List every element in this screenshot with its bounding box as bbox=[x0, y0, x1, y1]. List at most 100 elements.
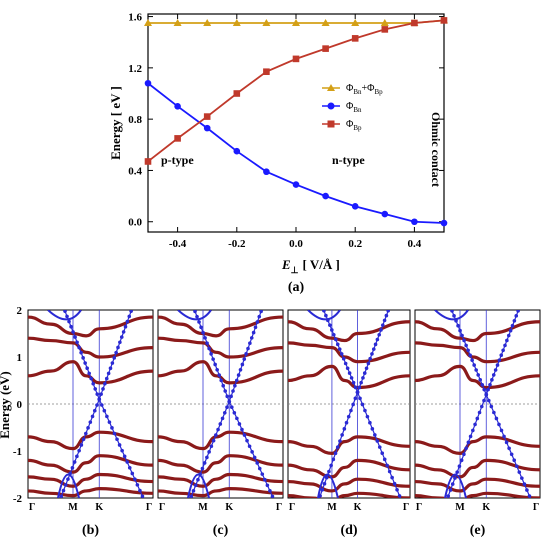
dirac-band-point bbox=[490, 378, 494, 382]
k-point-label: M bbox=[455, 502, 465, 513]
dirac-band-point bbox=[90, 414, 95, 419]
dirac-band-point bbox=[516, 310, 520, 313]
band-y-tick-label: -2 bbox=[13, 493, 23, 505]
dirac-band-point bbox=[470, 358, 474, 362]
dirac-band-point bbox=[484, 392, 489, 397]
dirac-band-point bbox=[324, 313, 328, 318]
data-point bbox=[203, 124, 211, 132]
panel-a-xlabel: E⊥ [ V/Å ] bbox=[281, 257, 340, 275]
dirac-band-point bbox=[233, 383, 237, 388]
dirac-band-point bbox=[456, 323, 460, 328]
dirac-band-point bbox=[229, 394, 233, 399]
x-tick-label: -0.2 bbox=[228, 238, 246, 250]
dirac-band-point bbox=[211, 357, 215, 361]
blue-band-arc bbox=[47, 310, 82, 321]
dirac-band-point bbox=[357, 385, 362, 390]
dirac-band-point bbox=[67, 319, 71, 324]
dirac-band-point bbox=[499, 428, 504, 433]
dirac-band-point bbox=[63, 310, 67, 313]
dirac-band-point bbox=[472, 363, 476, 367]
band-frame-bg bbox=[157, 309, 284, 499]
panel-label: (b) bbox=[82, 523, 99, 538]
data-point bbox=[440, 17, 448, 24]
k-point-label: Γ bbox=[416, 502, 422, 513]
k-point-label: K bbox=[225, 502, 233, 513]
dirac-band-point bbox=[196, 477, 200, 482]
legend-label-bn: ΦBn bbox=[346, 101, 362, 114]
dirac-band-point bbox=[77, 448, 81, 453]
dirac-band-point bbox=[86, 426, 90, 430]
dirac-band-point bbox=[335, 445, 340, 449]
band-frame-bg bbox=[27, 309, 154, 499]
dirac-band-point bbox=[79, 443, 84, 447]
dirac-band-point bbox=[473, 422, 477, 427]
band-plot bbox=[415, 310, 540, 498]
dirac-band-point bbox=[231, 389, 235, 393]
band-plot bbox=[158, 310, 283, 498]
dirac-band-point bbox=[270, 494, 275, 498]
dirac-band-point bbox=[105, 414, 109, 419]
dirac-band-point bbox=[72, 460, 77, 464]
data-point bbox=[173, 18, 182, 26]
legend-sum-sub2: Bp bbox=[374, 88, 383, 96]
dirac-band-point bbox=[494, 416, 499, 421]
dirac-band-point bbox=[202, 461, 207, 465]
dirac-band-point bbox=[237, 422, 242, 426]
dirac-band-point bbox=[385, 463, 389, 468]
substrate-band bbox=[158, 360, 283, 385]
substrate-band bbox=[158, 486, 283, 498]
dirac-band-point bbox=[471, 428, 475, 433]
dirac-band-point bbox=[333, 337, 338, 342]
substrate-band bbox=[288, 491, 410, 498]
blue-band-arc bbox=[317, 473, 339, 498]
dirac-band-point bbox=[191, 489, 196, 493]
dirac-band-point bbox=[448, 488, 453, 492]
dirac-band-point bbox=[205, 341, 209, 345]
band-plot bbox=[288, 304, 410, 498]
dirac-band-point bbox=[214, 433, 218, 437]
dirac-band-point bbox=[99, 403, 104, 407]
dirac-band-point bbox=[478, 378, 483, 382]
dirac-band-point bbox=[242, 433, 247, 437]
dirac-band-point bbox=[127, 465, 132, 470]
dirac-band-point bbox=[455, 470, 459, 474]
dirac-band-point bbox=[501, 348, 505, 353]
substrate-band bbox=[415, 491, 540, 498]
dirac-band-point bbox=[110, 361, 115, 365]
dirac-band-point bbox=[250, 450, 254, 454]
substrate-band bbox=[158, 315, 283, 338]
data-point bbox=[144, 18, 152, 26]
dirac-band-point bbox=[135, 483, 140, 487]
k-point-label: K bbox=[95, 502, 103, 513]
dirac-band-point bbox=[450, 310, 454, 313]
dirac-band-point bbox=[525, 488, 529, 492]
x-tick-label: 0.2 bbox=[348, 238, 362, 250]
substrate-band bbox=[288, 341, 410, 364]
dirac-band-point bbox=[220, 416, 225, 421]
dirac-band-point bbox=[61, 304, 65, 308]
dirac-band-point bbox=[388, 304, 392, 308]
dirac-band-point bbox=[200, 466, 205, 471]
dirac-band-point bbox=[66, 477, 70, 481]
panel-label-a: (a) bbox=[288, 280, 305, 295]
dirac-band-point bbox=[328, 323, 332, 327]
dirac-band-point bbox=[216, 427, 220, 432]
dirac-band-point bbox=[225, 394, 230, 399]
dirac-band-point bbox=[387, 469, 392, 474]
dirac-band-point bbox=[492, 410, 496, 415]
legend-bn-phi: Φ bbox=[346, 101, 353, 112]
k-point-label: Γ bbox=[146, 502, 152, 513]
blue-band-arc bbox=[434, 310, 469, 321]
substrate-band bbox=[415, 341, 540, 364]
dirac-band-point bbox=[229, 405, 234, 410]
dirac-band-point bbox=[217, 373, 221, 377]
panel-a-chart: -0.4 -0.2 0.0 0.2 0.4 0.0 0.4 0.8 1.2 1.6 Energy … bbox=[108, 12, 448, 295]
dirac-band-point bbox=[213, 362, 217, 367]
data-point bbox=[322, 192, 329, 200]
dirac-band-point bbox=[333, 451, 338, 456]
dirac-band-point bbox=[260, 472, 265, 476]
substrate-band bbox=[28, 430, 153, 451]
dirac-band-point bbox=[203, 336, 207, 340]
dirac-band-point bbox=[364, 366, 369, 371]
